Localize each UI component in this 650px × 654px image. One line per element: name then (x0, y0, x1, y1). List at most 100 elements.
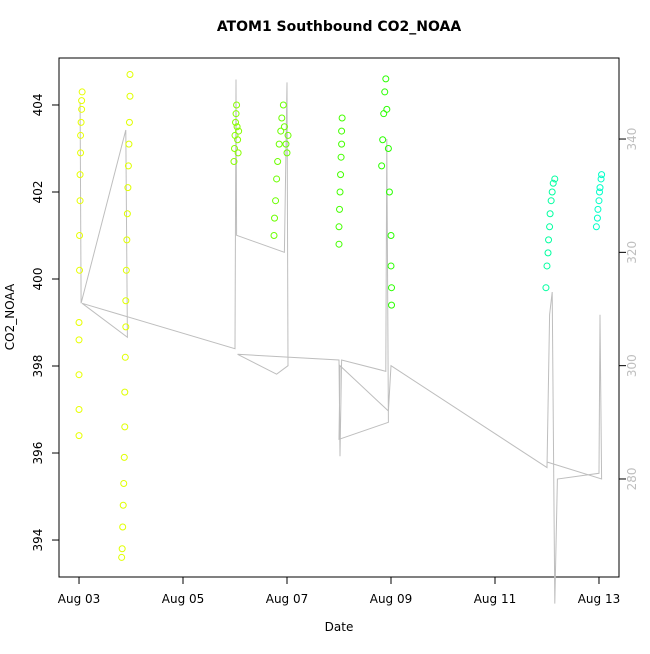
point (337, 171, 345, 179)
point (76, 171, 84, 179)
point (125, 118, 133, 126)
point (275, 140, 283, 148)
point (75, 432, 83, 440)
point (594, 205, 602, 213)
point (598, 171, 606, 179)
point (235, 127, 243, 135)
point (336, 205, 344, 213)
point (387, 262, 395, 270)
point (336, 188, 344, 196)
point (230, 158, 238, 166)
point (385, 188, 393, 196)
x-axis-label: Date (325, 620, 354, 634)
point (77, 131, 85, 139)
point (76, 231, 84, 239)
y-tick-label: 404 (31, 94, 45, 117)
point (120, 453, 128, 461)
point (78, 97, 86, 105)
point (278, 114, 286, 122)
y-tick-label: 400 (31, 268, 45, 291)
point (388, 284, 396, 292)
point (596, 188, 604, 196)
point (121, 353, 129, 361)
point (338, 127, 346, 135)
x-tick-label: Aug 05 (162, 592, 205, 606)
point (595, 197, 603, 205)
point (388, 301, 396, 309)
y-tick-label: 398 (31, 355, 45, 378)
point (549, 179, 557, 187)
point (282, 140, 290, 148)
point (547, 197, 555, 205)
x-tick-label: Aug 11 (474, 592, 517, 606)
point (338, 114, 346, 122)
point (121, 388, 129, 396)
y2-tick-label: 340 (625, 128, 639, 151)
point (75, 406, 83, 414)
point (230, 144, 238, 152)
point (283, 149, 291, 157)
point (284, 131, 292, 139)
point (233, 101, 241, 109)
point (118, 545, 126, 553)
point (382, 75, 390, 83)
point (232, 110, 240, 118)
point (274, 158, 282, 166)
point (233, 123, 241, 131)
point (123, 210, 131, 218)
point (122, 266, 130, 274)
point (126, 71, 134, 79)
point (542, 284, 550, 292)
point (593, 214, 601, 222)
point (548, 188, 556, 196)
point (545, 236, 553, 244)
y2-tick-label: 320 (625, 241, 639, 264)
y-tick-label: 396 (31, 442, 45, 465)
point (234, 136, 242, 144)
point (335, 240, 343, 248)
point (75, 371, 83, 379)
point (122, 323, 130, 331)
point (387, 231, 395, 239)
point (597, 175, 605, 183)
point (118, 553, 126, 561)
point (335, 223, 343, 231)
chart-title: ATOM1 Southbound CO2_NOAA (217, 19, 462, 35)
point (384, 144, 392, 152)
line-series (79, 79, 603, 604)
x-tick-label: Aug 07 (266, 592, 309, 606)
point (551, 175, 559, 183)
point (378, 162, 386, 170)
point (277, 127, 285, 135)
point (77, 149, 85, 157)
point (280, 123, 288, 131)
point (279, 101, 287, 109)
point (380, 110, 388, 118)
point (121, 423, 129, 431)
point (124, 184, 132, 192)
point (76, 197, 84, 205)
point (77, 118, 85, 126)
point (270, 231, 278, 239)
plot-frame (58, 57, 620, 578)
y2-tick-label: 280 (625, 468, 639, 491)
point (383, 105, 391, 113)
point (76, 266, 84, 274)
y2-tick-label: 300 (625, 354, 639, 377)
point (338, 140, 346, 148)
point (78, 88, 86, 96)
point (543, 262, 551, 270)
point (232, 118, 240, 126)
point (126, 92, 134, 100)
point (124, 162, 132, 170)
point (596, 184, 604, 192)
point (337, 153, 345, 161)
point (273, 175, 281, 183)
x-tick-label: Aug 13 (578, 592, 621, 606)
point (119, 501, 127, 509)
point (546, 223, 554, 231)
point (120, 479, 128, 487)
point (592, 223, 600, 231)
point (75, 319, 83, 327)
